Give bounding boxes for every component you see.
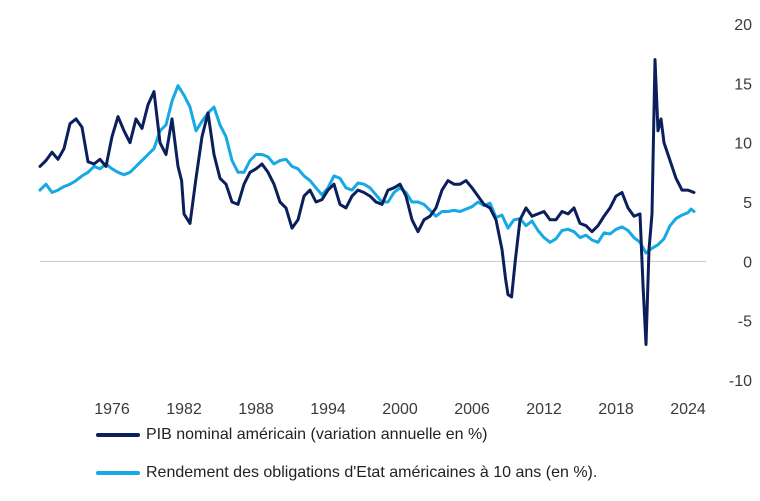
legend-label-yield: Rendement des obligations d'Etat américa…: [146, 464, 598, 481]
x-tick-label: 2018: [598, 401, 634, 418]
x-axis: 1976 1982 1988 1994 2000 2006 2012 2018 2024: [94, 401, 706, 418]
series-line-gdp: [38, 58, 696, 346]
y-tick-label: -10: [729, 373, 752, 390]
y-axis: 20 15 10 5 0 -5 -10: [729, 17, 752, 390]
line-chart: 1976 1982 1988 1994 2000 2006 2012 2018 2024 20 1…: [38, 17, 752, 418]
legend-label-gdp: PIB nominal américain (variation annuell…: [146, 426, 488, 443]
x-tick-label: 2006: [454, 401, 490, 418]
y-tick-label: 10: [734, 136, 752, 153]
x-tick-label: 1994: [310, 401, 346, 418]
x-tick-label: 2024: [670, 401, 706, 418]
legend-item-yield: Rendement des obligations d'Etat américa…: [96, 464, 597, 482]
series-layer: [38, 58, 696, 346]
x-tick-label: 1988: [238, 401, 274, 418]
y-tick-label: 5: [743, 195, 752, 212]
x-tick-label: 1976: [94, 401, 130, 418]
legend-swatch-yield: [96, 471, 140, 475]
x-tick-label: 2000: [382, 401, 418, 418]
y-tick-label: 15: [734, 76, 752, 93]
x-tick-label: 2012: [526, 401, 562, 418]
x-tick-label: 1982: [166, 401, 202, 418]
y-tick-label: 20: [734, 17, 752, 34]
series-line-yield: [38, 84, 696, 255]
y-tick-label: -5: [738, 314, 752, 331]
legend-item-gdp: PIB nominal américain (variation annuell…: [96, 426, 488, 444]
y-tick-label: 0: [743, 254, 752, 271]
legend-swatch-gdp: [96, 433, 140, 437]
